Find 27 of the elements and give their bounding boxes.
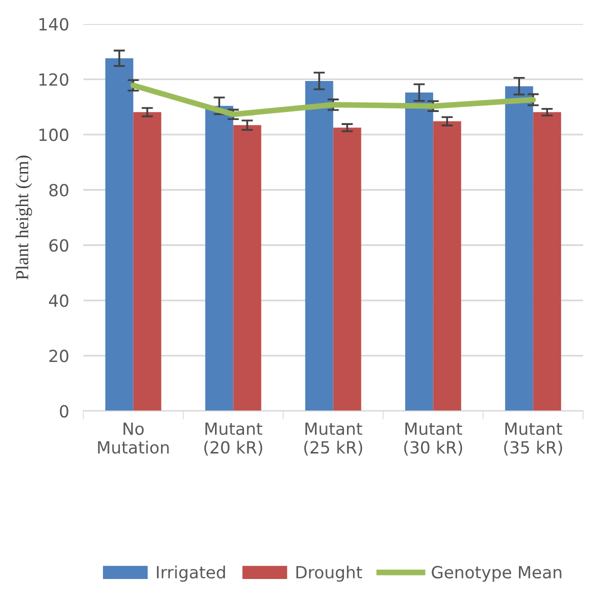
x-tick-label: Mutant (35 kR) <box>504 422 562 456</box>
bar <box>405 92 434 411</box>
legend-label: Genotype Mean <box>432 566 562 582</box>
bar <box>433 121 462 411</box>
bar <box>205 106 234 411</box>
bar <box>305 80 334 411</box>
bar <box>233 125 262 411</box>
legend-label: Irrigated <box>156 566 225 582</box>
bar <box>505 86 534 411</box>
y-tick-label: 40 <box>49 294 68 307</box>
bar <box>105 58 134 411</box>
x-tick-label: Mutant (20 kR) <box>204 422 262 456</box>
legend-label: Drought <box>296 566 362 582</box>
y-tick-label: 20 <box>49 350 68 362</box>
x-tick-label: No Mutation <box>98 422 169 454</box>
bar <box>133 112 162 411</box>
y-axis-title: Plant height (cm) <box>16 156 32 280</box>
bar <box>533 112 562 411</box>
x-tick-label: Mutant (25 kR) <box>304 422 362 456</box>
y-tick-label: 140 <box>39 18 68 31</box>
y-tick-label: 0 <box>60 404 68 418</box>
y-tick-label: 120 <box>39 73 68 86</box>
bar <box>333 128 362 411</box>
y-tick-label: 60 <box>49 239 68 252</box>
y-tick-label: 80 <box>49 184 68 196</box>
y-tick-label: 100 <box>39 128 68 142</box>
x-tick-label: Mutant (30 kR) <box>404 422 462 456</box>
